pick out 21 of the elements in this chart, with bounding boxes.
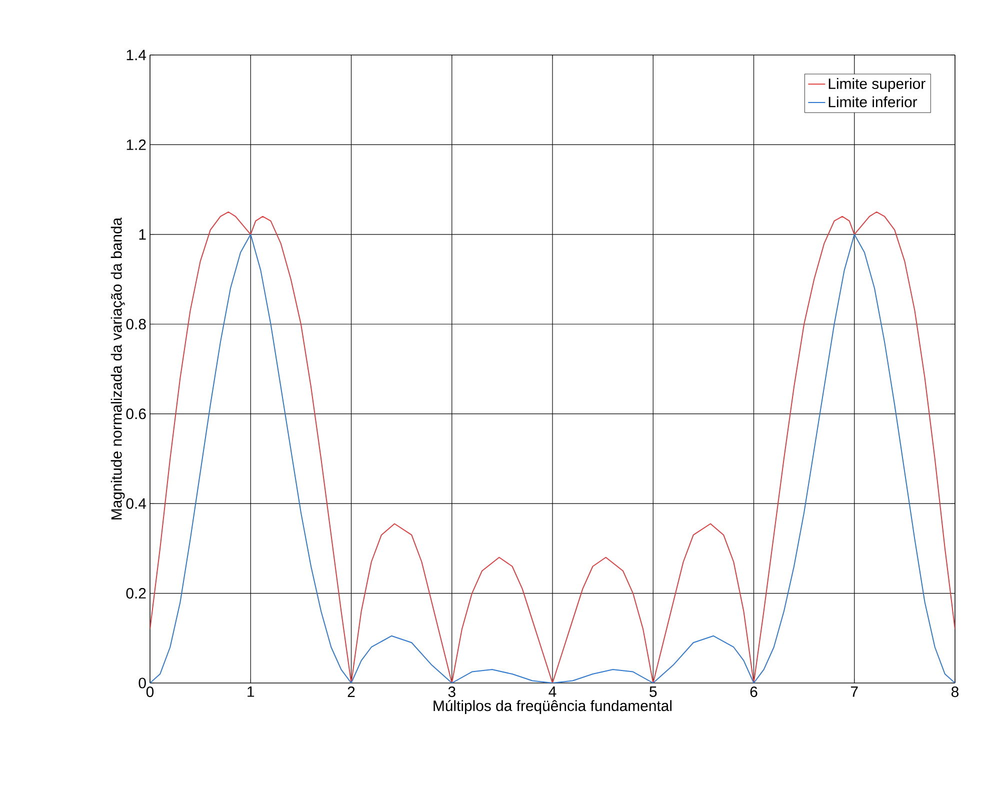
x-tick-label: 5 [650,686,657,697]
y-tick-label: 0.6 [126,408,146,420]
y-tick-label: 0 [138,678,146,688]
x-tick-label: 1 [248,686,254,697]
x-tick-label: 7 [850,686,858,697]
y-tick-label: 1 [139,229,146,240]
y-tick-label: 0.2 [126,588,146,599]
x-tick-label: 3 [448,686,456,698]
x-tick-label: 0 [146,686,154,698]
y-tick-label: 0.8 [126,318,146,330]
y-tick-label: 1.4 [126,50,146,60]
x-tick-label: 8 [952,686,958,698]
legend-label: Limite inferior [828,96,918,108]
x-tick-label: 4 [548,686,556,697]
x-tick-label: 6 [750,686,758,698]
y-tick-label: 0.4 [126,498,146,509]
x-axis-title: Múltiplos da freqüência fundamental [434,700,672,714]
legend-label: Limite superior [828,78,926,92]
y-tick-label: 1.2 [126,139,146,150]
y-axis-title: Magnitude normalizada da variação da banda [110,217,125,520]
x-tick-label: 2 [348,686,355,697]
